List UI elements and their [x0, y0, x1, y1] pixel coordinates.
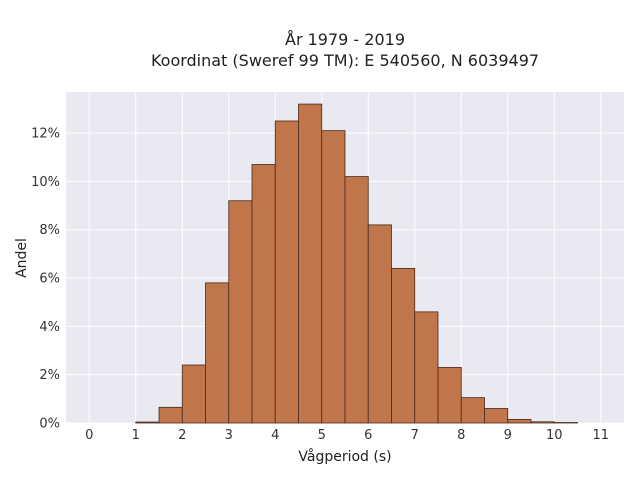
x-tick-label: 10: [546, 428, 563, 443]
x-tick-label: 11: [592, 428, 609, 443]
x-axis-ticks: 0 1 2 3 4 5 6 7 8 9 10 11: [85, 428, 609, 443]
x-tick-label: 6: [364, 428, 372, 443]
histogram-bar: [460, 397, 485, 424]
x-tick-label: 3: [225, 428, 233, 443]
x-tick-label: 7: [411, 428, 419, 443]
histogram-bar: [344, 176, 369, 424]
chart-title-line-2: Koordinat (Sweref 99 TM): E 540560, N 60…: [151, 51, 539, 70]
histogram-bar: [274, 120, 299, 424]
histogram-bar: [298, 103, 323, 424]
chart-title-line-1: År 1979 - 2019: [285, 30, 405, 49]
x-tick-label: 5: [318, 428, 326, 443]
y-tick-label: 8%: [39, 223, 60, 238]
y-tick-label: 10%: [31, 175, 60, 190]
histogram-bar: [530, 421, 555, 424]
x-tick-label: 9: [504, 428, 512, 443]
histogram-bar: [205, 282, 230, 424]
y-tick-label: 12%: [31, 127, 60, 142]
histogram-bar: [135, 421, 160, 424]
x-tick-label: 8: [457, 428, 465, 443]
x-tick-label: 4: [271, 428, 279, 443]
x-axis-label: Vågperiod (s): [298, 448, 391, 465]
y-axis-ticks: 0% 2% 4% 6% 8% 10% 12%: [31, 127, 60, 432]
histogram-bar: [228, 200, 253, 424]
x-tick-label: 1: [132, 428, 140, 443]
y-tick-label: 6%: [39, 272, 60, 287]
histogram-bar: [391, 267, 416, 424]
histogram-bar: [437, 367, 462, 424]
histogram-bar: [251, 164, 276, 424]
histogram-bar: [507, 418, 532, 424]
y-tick-label: 4%: [39, 320, 60, 335]
histogram-bars: [135, 103, 578, 424]
x-tick-label: 0: [85, 428, 93, 443]
histogram-bar: [158, 406, 183, 424]
histogram-bar: [414, 311, 439, 424]
y-axis-label: Andel: [14, 238, 30, 278]
histogram-bar: [367, 224, 392, 424]
y-tick-label: 0%: [39, 417, 60, 432]
x-tick-label: 2: [178, 428, 186, 443]
y-tick-label: 2%: [39, 368, 60, 383]
histogram-bar: [321, 130, 346, 424]
histogram-bar: [484, 408, 509, 424]
histogram-bar: [181, 364, 206, 424]
